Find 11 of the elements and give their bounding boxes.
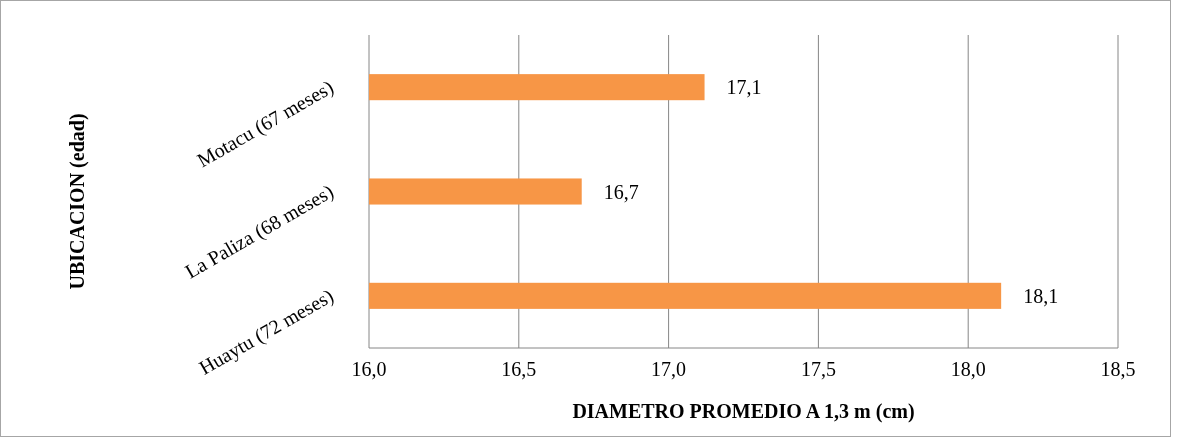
data-label: 17,1 [726, 76, 762, 99]
x-tick-label: 18,0 [950, 358, 986, 380]
data-label: 16,7 [603, 180, 639, 203]
x-tick-label: 17,5 [800, 358, 836, 380]
data-label: 18,1 [1023, 284, 1059, 307]
x-tick-label: 16,5 [501, 358, 537, 380]
x-tick-label: 18,5 [1100, 358, 1136, 380]
x-tick-label: 17,0 [651, 358, 687, 380]
y-axis-title: UBICACION (edad) [66, 113, 89, 290]
x-axis-title: DIAMETRO PROMEDIO A 1,3 m (cm) [572, 400, 915, 423]
x-tick-label: 16,0 [351, 358, 387, 380]
